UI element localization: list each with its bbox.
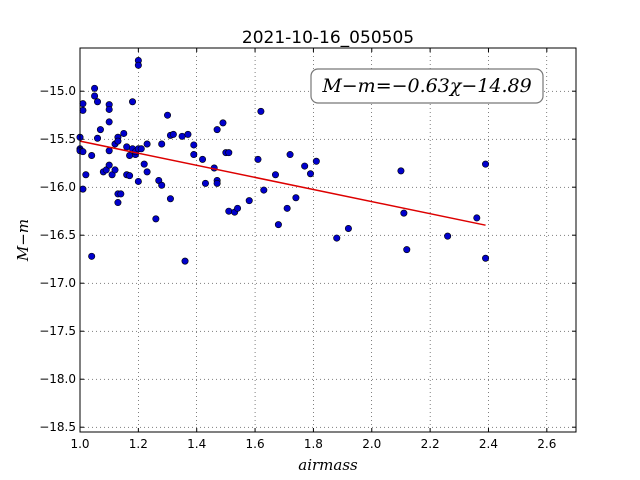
data-point xyxy=(403,246,411,254)
data-point xyxy=(105,105,113,113)
data-point xyxy=(260,186,268,194)
data-point xyxy=(292,194,300,202)
data-point xyxy=(105,147,113,155)
data-point xyxy=(286,151,294,159)
data-point xyxy=(219,119,227,127)
x-tick-label: 2.2 xyxy=(421,437,440,451)
data-point xyxy=(178,132,186,140)
y-tick-label: −17.5 xyxy=(39,324,76,338)
data-point xyxy=(234,204,242,212)
data-point xyxy=(126,152,134,160)
data-point xyxy=(225,207,233,215)
data-point xyxy=(213,126,221,134)
chart-title: 2021-10-16_050505 xyxy=(242,28,414,48)
data-point xyxy=(114,137,122,145)
data-point xyxy=(88,252,96,260)
data-point xyxy=(117,190,125,198)
data-point xyxy=(91,92,99,100)
data-point xyxy=(126,172,134,180)
data-point xyxy=(79,148,87,156)
y-tick-label: −18.5 xyxy=(39,420,76,434)
axes-frame xyxy=(79,47,577,433)
data-point xyxy=(254,155,262,163)
data-point xyxy=(225,149,233,157)
x-tick-label: 2.6 xyxy=(537,437,556,451)
data-point xyxy=(164,111,172,119)
data-point xyxy=(169,130,177,138)
data-point xyxy=(400,209,408,217)
data-point xyxy=(129,98,137,106)
y-tick-label: −15.5 xyxy=(39,132,76,146)
data-point xyxy=(283,204,291,212)
data-point xyxy=(114,199,122,207)
x-tick-label: 2.4 xyxy=(479,437,498,451)
data-point xyxy=(184,130,192,138)
data-point xyxy=(143,140,151,148)
data-point xyxy=(96,126,104,134)
data-point xyxy=(482,254,490,262)
data-point xyxy=(201,179,209,187)
x-tick-label: 1.6 xyxy=(246,437,265,451)
data-point xyxy=(271,171,279,179)
data-point xyxy=(140,160,148,168)
data-point xyxy=(94,98,102,106)
data-point xyxy=(88,152,96,160)
data-point xyxy=(91,84,99,92)
data-point xyxy=(94,134,102,142)
data-point xyxy=(473,214,481,222)
data-point xyxy=(120,129,128,137)
data-point xyxy=(444,232,452,240)
data-point xyxy=(190,151,198,159)
data-point xyxy=(105,161,113,169)
data-point xyxy=(306,170,314,178)
data-point xyxy=(181,257,189,265)
x-tick-label: 2.0 xyxy=(362,437,381,451)
data-point xyxy=(158,181,166,189)
data-point xyxy=(111,166,119,174)
data-point xyxy=(143,168,151,176)
fit-equation-box xyxy=(310,68,544,104)
data-point xyxy=(79,185,87,193)
data-point xyxy=(482,160,490,168)
data-point xyxy=(397,167,405,175)
x-tick-label: 1.0 xyxy=(70,437,89,451)
fit-equation: M−m=−0.63χ−14.89 xyxy=(321,75,531,97)
data-point xyxy=(158,140,166,148)
data-point xyxy=(82,171,90,179)
data-point xyxy=(166,195,174,203)
y-tick-label: −16.0 xyxy=(39,180,76,194)
data-point xyxy=(333,234,341,242)
data-point xyxy=(123,143,131,151)
y-axis-label: M−m xyxy=(14,219,32,262)
data-point xyxy=(245,197,253,205)
x-tick-label: 1.8 xyxy=(304,437,323,451)
y-tick-label: −16.5 xyxy=(39,228,76,242)
y-tick-label: −15.0 xyxy=(39,84,76,98)
plot-area: 1.0 1.2 1.4 1.6 1.8 2.0 2.2 2.4 2.6 −15.0 −15.5 −16… xyxy=(39,47,577,451)
data-point xyxy=(79,100,87,108)
data-point xyxy=(152,215,160,223)
data-point xyxy=(105,118,113,126)
data-point xyxy=(257,107,265,115)
data-point xyxy=(190,141,198,149)
y-tick-label: −18.0 xyxy=(39,372,76,386)
x-axis-label: airmass xyxy=(298,456,358,474)
data-point xyxy=(134,61,142,69)
data-point xyxy=(213,179,221,187)
data-point xyxy=(274,221,282,229)
data-point xyxy=(79,106,87,114)
x-tick-label: 1.4 xyxy=(187,437,206,451)
data-point xyxy=(137,145,145,153)
data-point xyxy=(301,162,309,170)
data-point xyxy=(312,157,320,165)
data-point xyxy=(134,177,142,185)
y-tick-label: −17.0 xyxy=(39,276,76,290)
fit-line xyxy=(79,140,486,226)
x-tick-label: 1.2 xyxy=(129,437,148,451)
data-point xyxy=(199,155,207,163)
data-point xyxy=(344,224,352,232)
